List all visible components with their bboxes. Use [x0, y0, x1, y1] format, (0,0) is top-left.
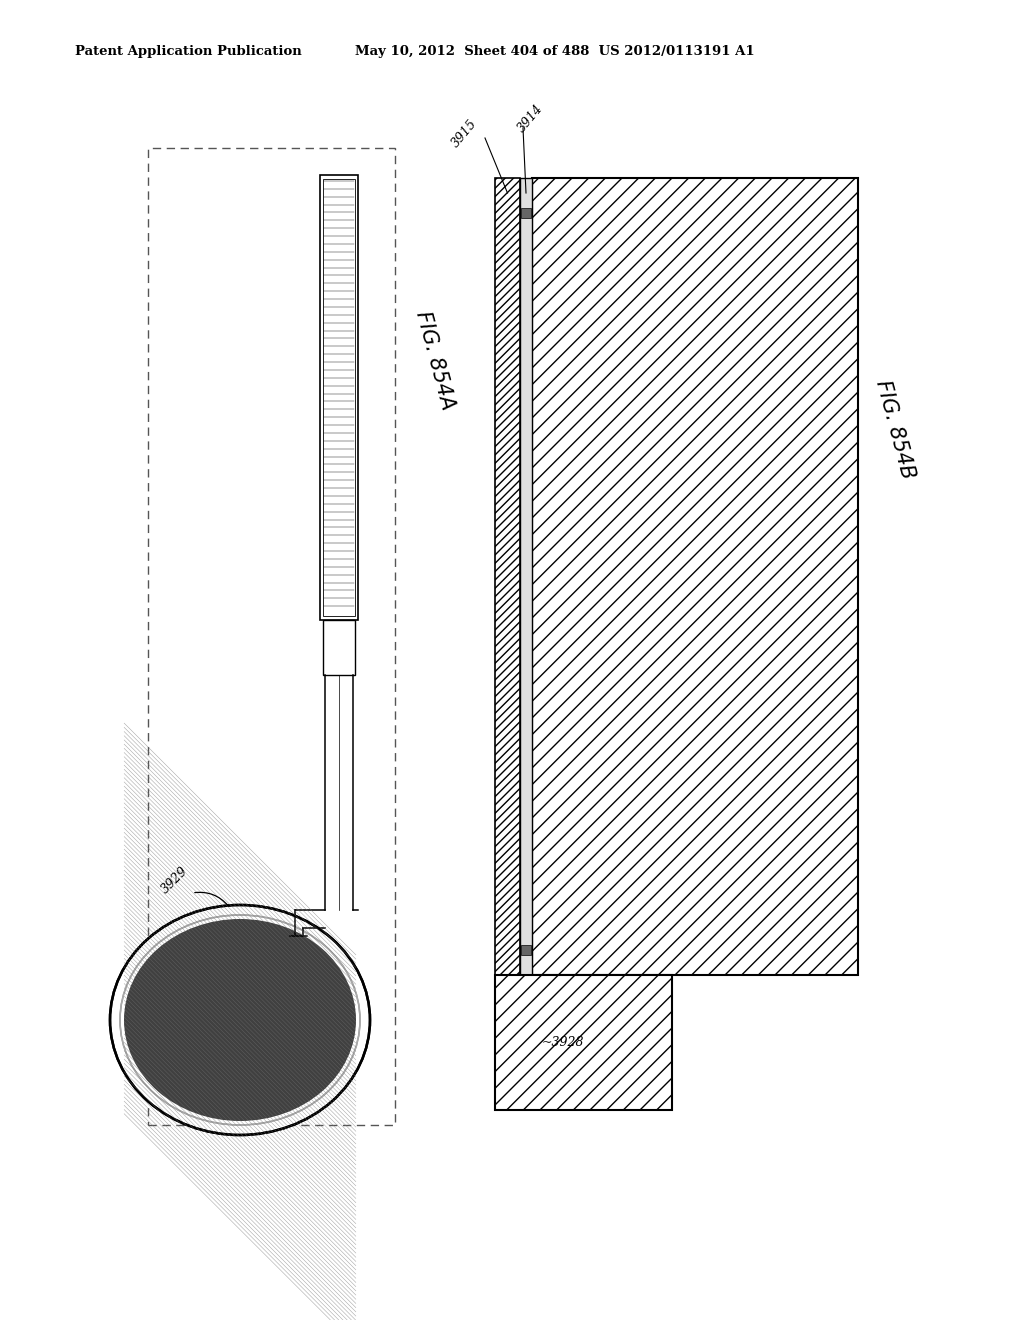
Text: 3929: 3929 — [159, 865, 190, 896]
Bar — [521, 945, 531, 954]
Text: FIG. 854A: FIG. 854A — [413, 309, 458, 412]
Bar — [148, 148, 395, 1125]
Text: Patent Application Publication: Patent Application Publication — [75, 45, 302, 58]
Bar — [532, 178, 858, 975]
Ellipse shape — [124, 919, 356, 1121]
Bar — [520, 178, 532, 975]
Text: FIG. 854B: FIG. 854B — [872, 379, 918, 482]
Text: 3915: 3915 — [450, 116, 480, 149]
Bar — [521, 209, 531, 218]
Bar — [323, 180, 355, 616]
Bar — [495, 975, 672, 1110]
Text: 3914: 3914 — [515, 102, 546, 135]
Ellipse shape — [110, 906, 370, 1135]
Text: May 10, 2012  Sheet 404 of 488  US 2012/0113191 A1: May 10, 2012 Sheet 404 of 488 US 2012/01… — [355, 45, 755, 58]
Ellipse shape — [120, 915, 360, 1125]
Bar — [319, 176, 358, 620]
Bar — [323, 620, 355, 675]
Bar — [495, 178, 520, 975]
Text: ~3928: ~3928 — [542, 1036, 585, 1049]
